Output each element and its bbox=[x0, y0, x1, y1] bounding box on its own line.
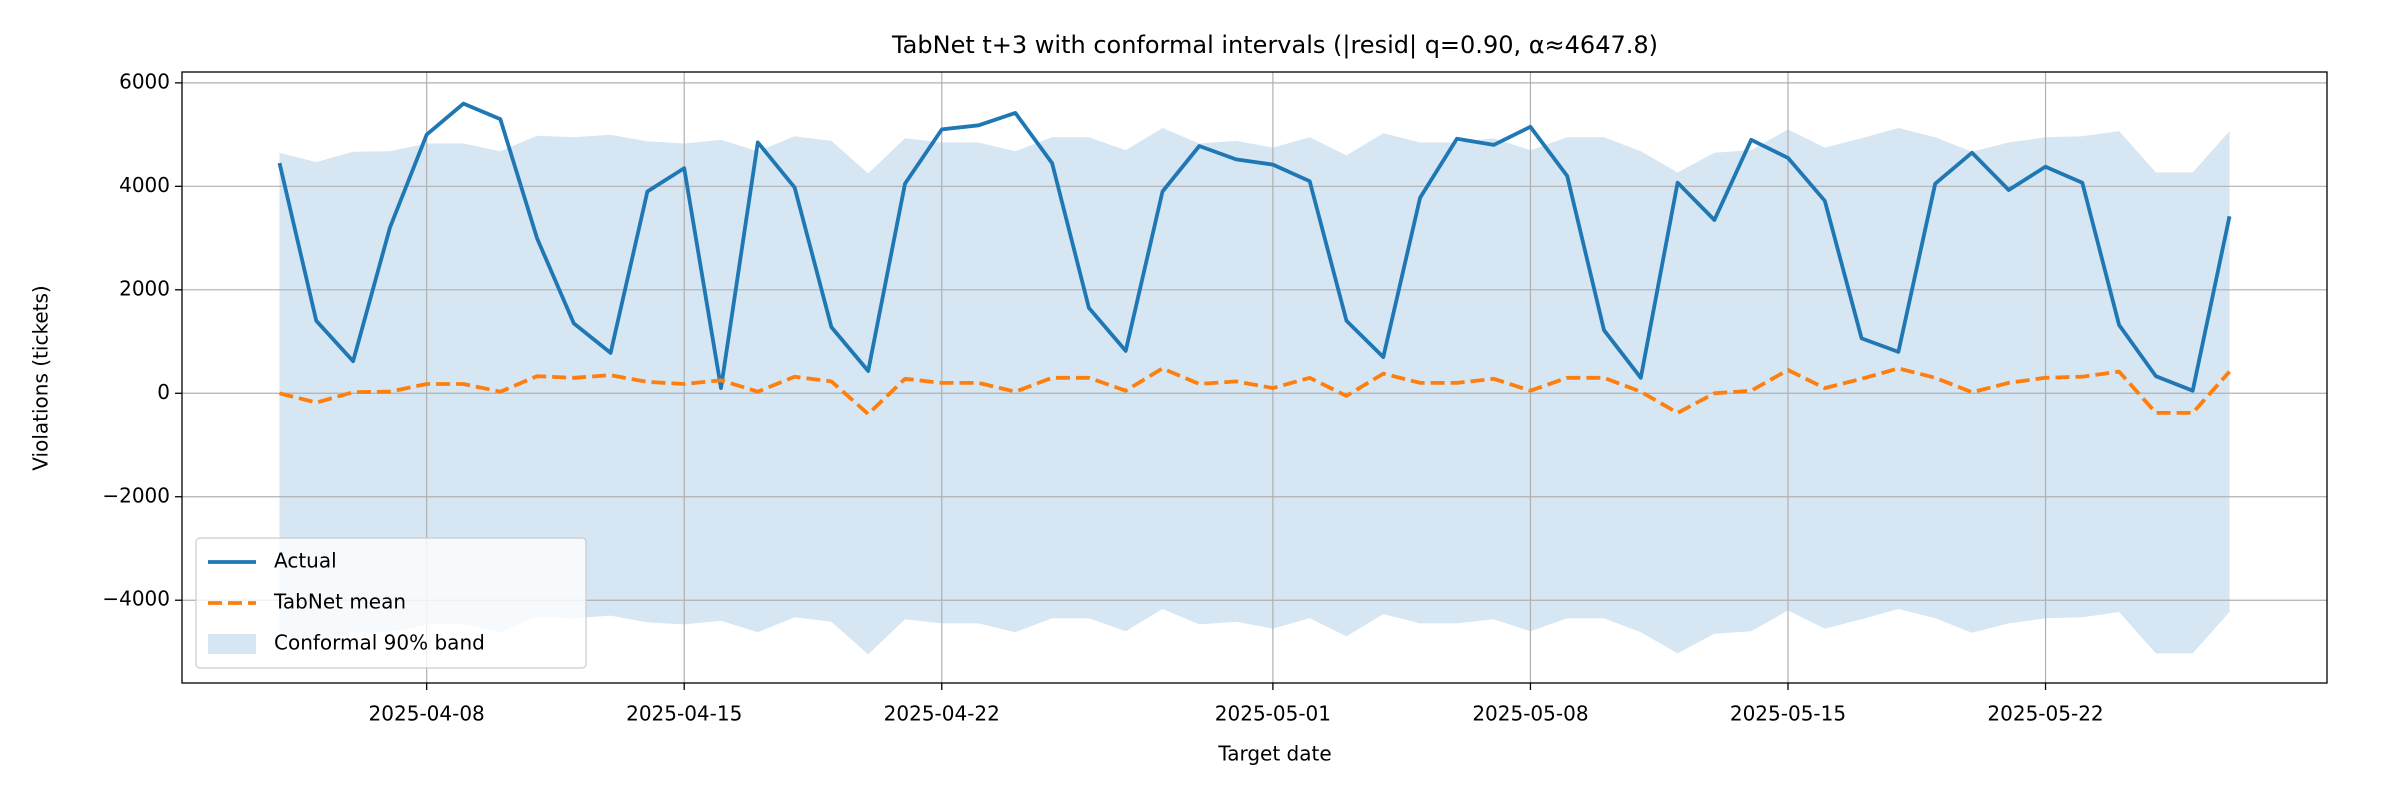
chart-title: TabNet t+3 with conformal intervals (|re… bbox=[891, 31, 1658, 59]
y-tick-label: 0 bbox=[157, 380, 170, 404]
legend-box bbox=[195, 537, 587, 669]
y-tick-label: 6000 bbox=[119, 69, 170, 93]
x-tick-label: 2025-05-15 bbox=[1730, 702, 1846, 726]
x-tick-label: 2025-05-22 bbox=[1987, 702, 2103, 726]
legend-label: Conformal 90% band bbox=[274, 631, 485, 655]
legend-swatch bbox=[208, 634, 256, 654]
y-tick-label: −4000 bbox=[102, 587, 170, 611]
plot-frame bbox=[181, 71, 2328, 684]
x-tick-label: 2025-04-15 bbox=[626, 702, 742, 726]
series-line bbox=[277, 101, 2232, 393]
conformal-band bbox=[279, 128, 2230, 655]
y-tick-label: 4000 bbox=[119, 173, 170, 197]
y-tick-label: 2000 bbox=[119, 276, 170, 300]
legend: Actual TabNet mean Conformal 90% band bbox=[195, 537, 587, 669]
x-tick-label: 2025-05-01 bbox=[1215, 702, 1331, 726]
x-tick-label: 2025-04-08 bbox=[369, 702, 485, 726]
series-line bbox=[279, 366, 2231, 416]
legend-label: Actual bbox=[274, 549, 337, 573]
x-tick-label: 2025-05-08 bbox=[1472, 702, 1588, 726]
x-axis-label: Target date bbox=[1217, 742, 1331, 766]
y-tick-label: −2000 bbox=[102, 483, 170, 507]
x-tick-label: 2025-04-22 bbox=[884, 702, 1000, 726]
y-axis-label: Violations (tickets) bbox=[29, 285, 53, 470]
legend-label: TabNet mean bbox=[273, 590, 406, 614]
